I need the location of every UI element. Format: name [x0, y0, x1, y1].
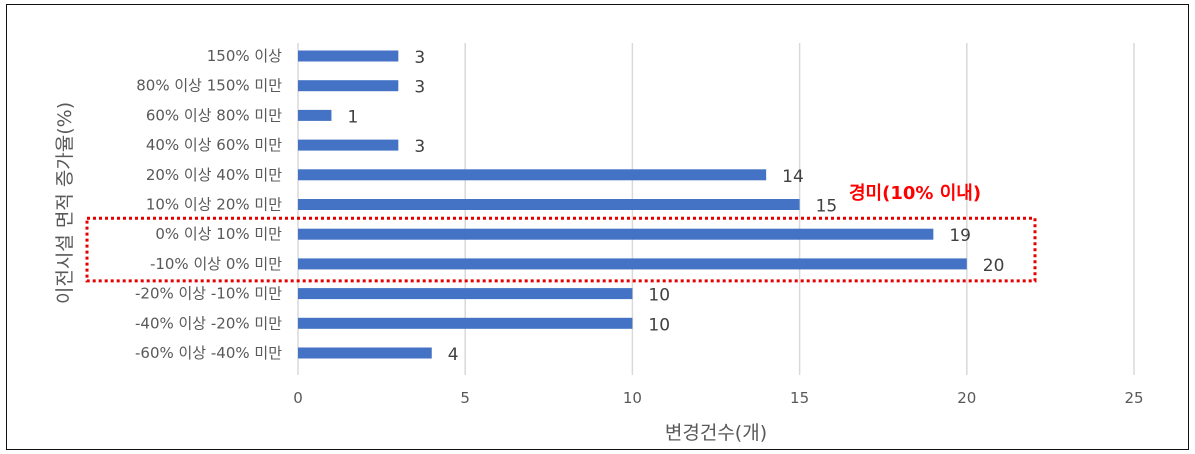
bar [298, 317, 633, 329]
data-label: 4 [448, 345, 459, 365]
category-label: 0% 이상 10% 미만 [155, 225, 282, 243]
data-label: 14 [782, 167, 804, 187]
category-label: -10% 이상 0% 미만 [150, 255, 282, 273]
annotation-label: 경미(10% 이내) [849, 183, 981, 204]
x-tick-label: 5 [460, 389, 470, 407]
data-label: 1 [347, 107, 358, 127]
bar [298, 258, 967, 270]
bar [298, 228, 934, 240]
data-label: 20 [983, 256, 1005, 276]
bar [298, 50, 399, 62]
category-label: 150% 이상 [207, 47, 282, 65]
data-label: 10 [648, 315, 670, 335]
x-axis-title: 변경건수(개) [665, 422, 767, 444]
bar [298, 288, 633, 300]
category-label: 80% 이상 150% 미만 [136, 77, 282, 95]
x-tick-label: 20 [957, 389, 976, 407]
x-tick-label: 10 [623, 389, 642, 407]
category-label: 40% 이상 60% 미만 [146, 136, 282, 154]
category-label: 20% 이상 40% 미만 [146, 166, 282, 184]
data-label: 3 [414, 137, 425, 157]
x-tick-label: 25 [1124, 389, 1143, 407]
category-label: -20% 이상 -10% 미만 [135, 285, 282, 303]
data-label: 10 [648, 286, 670, 306]
category-labels: 150% 이상 80% 이상 150% 미만 60% 이상 80% 미만 40% 이상… [135, 47, 282, 362]
data-label: 15 [816, 197, 838, 217]
category-label: -60% 이상 -40% 미만 [135, 344, 282, 362]
bar [298, 169, 767, 181]
bars [298, 50, 967, 359]
category-label: 10% 이상 20% 미만 [146, 196, 282, 214]
data-label: 19 [949, 226, 971, 246]
x-tick-label: 15 [790, 389, 809, 407]
y-axis-title: 이전시설 면적 증가율(%) [54, 102, 76, 304]
bar [298, 109, 332, 121]
bar [298, 80, 399, 92]
category-label: 60% 이상 80% 미만 [146, 106, 282, 124]
highlight-box [85, 216, 1037, 283]
data-label: 3 [414, 78, 425, 98]
bar [298, 139, 399, 151]
x-tick-labels: 0 5 10 15 20 25 [293, 389, 1143, 407]
bar [298, 199, 800, 210]
bar [298, 347, 432, 359]
x-tick-label: 0 [293, 389, 303, 407]
data-label: 3 [414, 48, 425, 68]
chart-frame: 150% 이상 80% 이상 150% 미만 60% 이상 80% 미만 40% 이상… [6, 4, 1189, 450]
category-label: -40% 이상 -20% 미만 [135, 314, 282, 332]
